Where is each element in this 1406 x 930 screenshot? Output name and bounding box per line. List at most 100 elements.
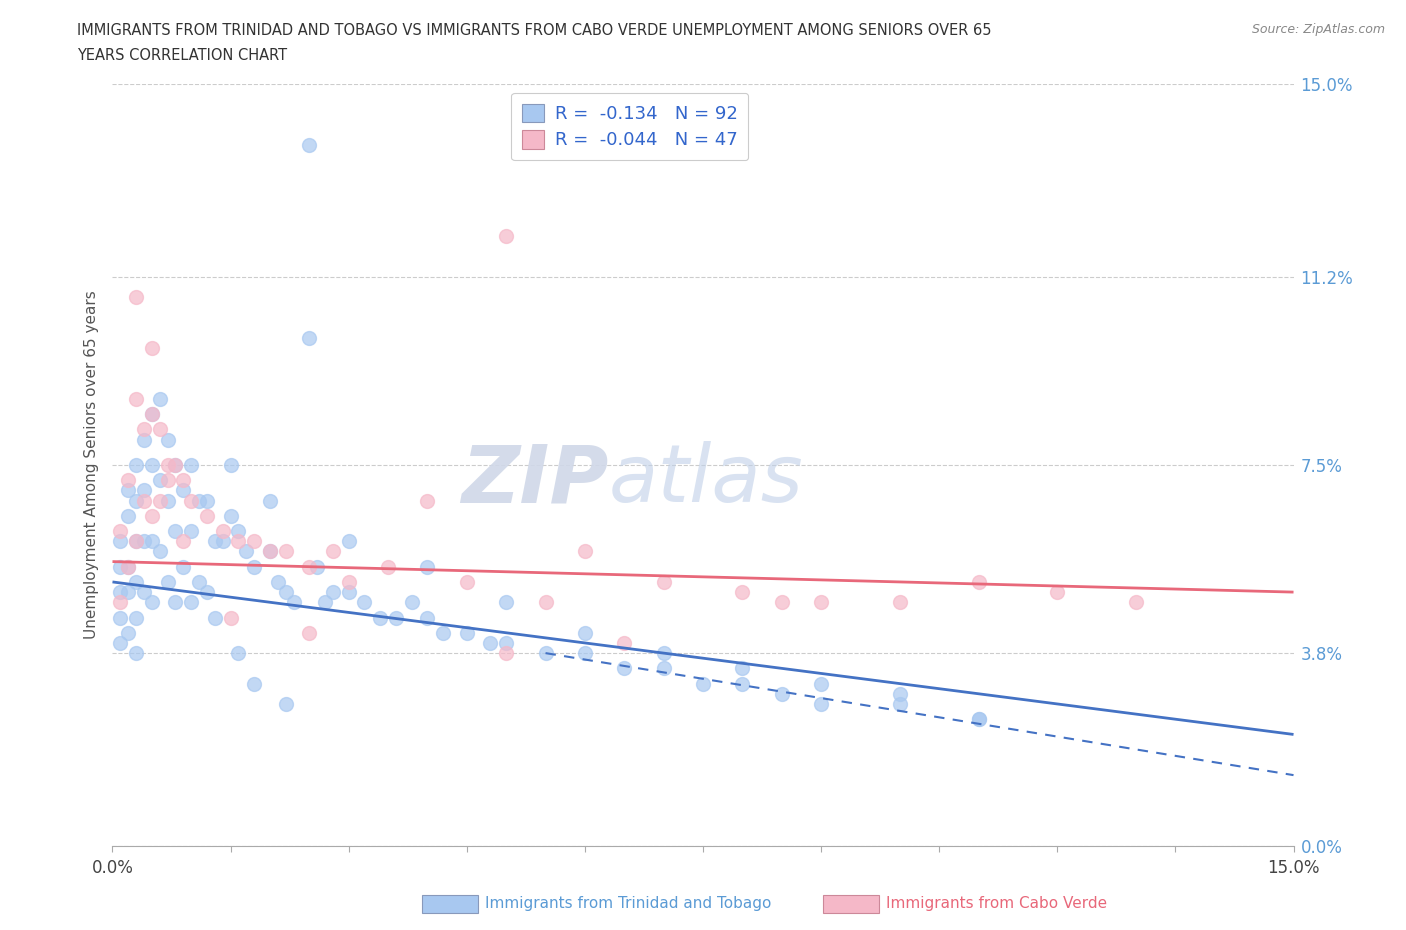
Point: [731, 676, 754, 691]
Point: [770, 595, 793, 610]
Point: [132, 483, 155, 498]
Point: [889, 697, 911, 711]
Point: [259, 544, 281, 559]
Point: [416, 493, 439, 508]
Point: [534, 645, 557, 660]
Point: [298, 559, 321, 574]
Text: Immigrants from Cabo Verde: Immigrants from Cabo Verde: [886, 897, 1107, 911]
Point: [110, 559, 132, 574]
Point: [132, 534, 155, 549]
Point: [195, 509, 218, 524]
Point: [117, 585, 139, 600]
Point: [1125, 595, 1147, 610]
Point: [156, 472, 179, 487]
Point: [274, 544, 297, 559]
Point: [322, 544, 344, 559]
Point: [110, 585, 132, 600]
Point: [165, 595, 187, 610]
Point: [156, 493, 179, 508]
Point: [132, 585, 155, 600]
Point: [456, 575, 478, 590]
Point: [149, 392, 172, 406]
Point: [267, 575, 290, 590]
Point: [652, 661, 675, 676]
Point: [613, 661, 636, 676]
Point: [967, 575, 990, 590]
Point: [889, 595, 911, 610]
Point: [117, 483, 139, 498]
Point: [180, 595, 202, 610]
Point: [172, 559, 194, 574]
Point: [298, 625, 321, 640]
Text: ZIP: ZIP: [461, 441, 609, 519]
Point: [195, 493, 218, 508]
Point: [307, 559, 329, 574]
Point: [125, 290, 148, 305]
Point: [243, 534, 266, 549]
Point: [314, 595, 336, 610]
Point: [125, 645, 148, 660]
Point: [652, 575, 675, 590]
Point: [368, 610, 391, 625]
Text: atlas: atlas: [609, 441, 803, 519]
Point: [652, 645, 675, 660]
Point: [416, 559, 439, 574]
Point: [259, 544, 281, 559]
Point: [219, 610, 242, 625]
Point: [274, 697, 297, 711]
Point: [337, 575, 360, 590]
Point: [228, 645, 250, 660]
Point: [967, 711, 990, 726]
Point: [228, 524, 250, 538]
Point: [110, 534, 132, 549]
Point: [1046, 585, 1069, 600]
Point: [211, 534, 233, 549]
Point: [692, 676, 714, 691]
Point: [810, 697, 832, 711]
Point: [401, 595, 423, 610]
Point: [731, 585, 754, 600]
Point: [416, 610, 439, 625]
Point: [219, 509, 242, 524]
Point: [172, 483, 194, 498]
Point: [141, 509, 163, 524]
Point: [188, 575, 211, 590]
Point: [156, 575, 179, 590]
Point: [204, 534, 226, 549]
Point: [156, 458, 179, 472]
Point: [188, 493, 211, 508]
Point: [204, 610, 226, 625]
Point: [180, 524, 202, 538]
Point: [132, 422, 155, 437]
Point: [125, 534, 148, 549]
Point: [219, 458, 242, 472]
Point: [574, 544, 596, 559]
Point: [322, 585, 344, 600]
Point: [889, 686, 911, 701]
Point: [377, 559, 399, 574]
Point: [810, 595, 832, 610]
Text: YEARS CORRELATION CHART: YEARS CORRELATION CHART: [77, 48, 287, 63]
Point: [172, 534, 194, 549]
Point: [495, 229, 517, 244]
Point: [117, 559, 139, 574]
Point: [149, 493, 172, 508]
Point: [125, 534, 148, 549]
Point: [195, 585, 218, 600]
Point: [731, 661, 754, 676]
Point: [125, 392, 148, 406]
Point: [117, 559, 139, 574]
Text: IMMIGRANTS FROM TRINIDAD AND TOBAGO VS IMMIGRANTS FROM CABO VERDE UNEMPLOYMENT A: IMMIGRANTS FROM TRINIDAD AND TOBAGO VS I…: [77, 23, 991, 38]
Point: [613, 635, 636, 650]
Point: [149, 422, 172, 437]
Text: Immigrants from Trinidad and Tobago: Immigrants from Trinidad and Tobago: [485, 897, 772, 911]
Point: [149, 472, 172, 487]
Point: [117, 625, 139, 640]
Point: [967, 711, 990, 726]
Point: [432, 625, 454, 640]
Point: [574, 645, 596, 660]
Point: [456, 625, 478, 640]
Point: [385, 610, 408, 625]
Point: [353, 595, 375, 610]
Point: [337, 534, 360, 549]
